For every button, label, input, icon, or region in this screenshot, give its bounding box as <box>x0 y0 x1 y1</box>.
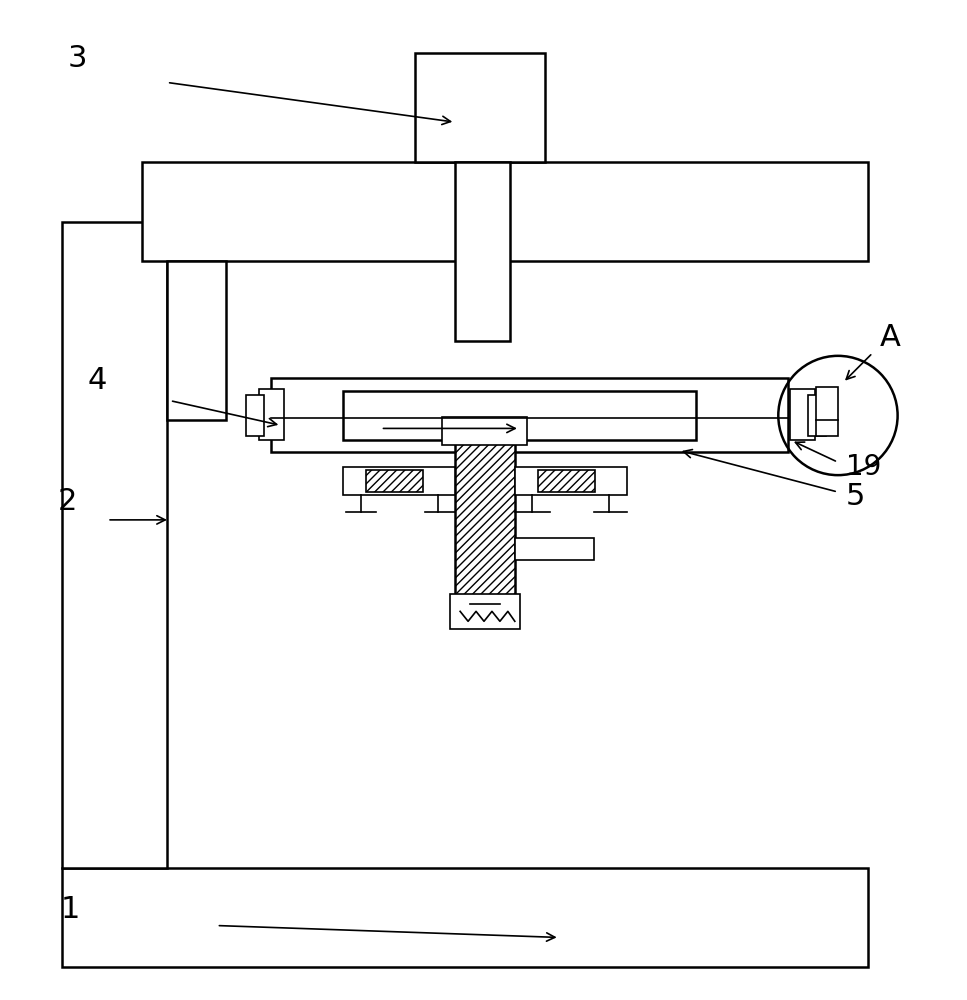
Bar <box>808 395 826 436</box>
Text: 19: 19 <box>846 453 881 481</box>
Bar <box>63 222 167 868</box>
Bar <box>343 467 455 495</box>
Bar <box>442 417 527 445</box>
Bar <box>167 261 226 420</box>
Text: 1: 1 <box>61 895 80 924</box>
Bar <box>259 389 284 440</box>
Bar <box>271 378 788 452</box>
Bar <box>343 391 696 440</box>
Bar <box>790 389 815 440</box>
Text: 3: 3 <box>68 44 87 73</box>
Bar <box>63 868 867 967</box>
Bar <box>455 440 514 599</box>
Bar <box>416 53 544 162</box>
Bar <box>816 387 838 436</box>
Bar <box>451 594 520 629</box>
Text: 5: 5 <box>846 482 865 511</box>
Text: 4: 4 <box>87 366 106 395</box>
Bar <box>538 470 596 492</box>
Bar <box>366 470 424 492</box>
Text: A: A <box>880 323 900 352</box>
Bar <box>455 162 510 341</box>
Bar <box>514 467 628 495</box>
Text: 2: 2 <box>57 487 76 516</box>
Bar <box>142 162 867 261</box>
Bar <box>247 395 264 436</box>
Bar <box>514 538 595 560</box>
